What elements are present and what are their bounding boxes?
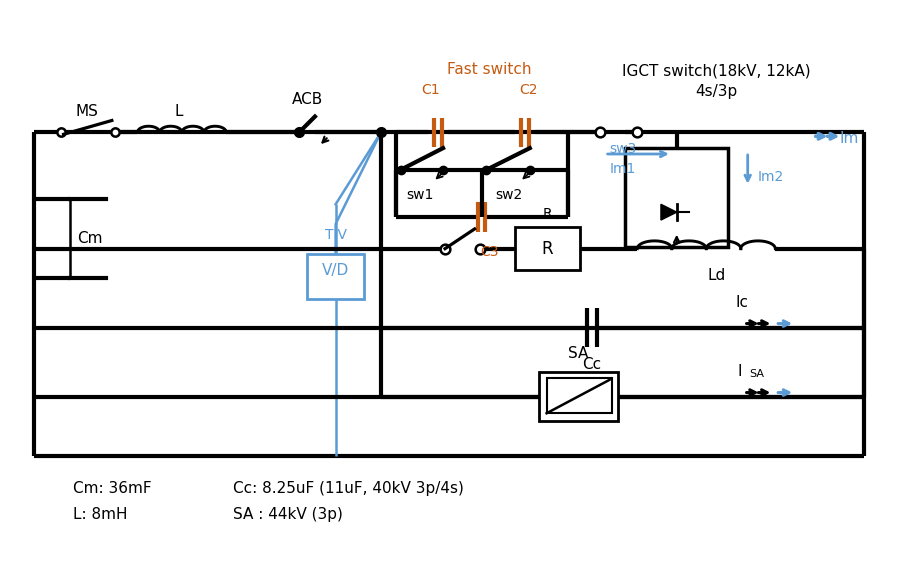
- Text: Ic: Ic: [735, 295, 749, 310]
- Text: Fast switch: Fast switch: [447, 62, 532, 77]
- Bar: [625, 148, 728, 247]
- Text: sw2: sw2: [496, 188, 523, 202]
- Text: V/D: V/D: [322, 263, 349, 278]
- Text: R: R: [542, 207, 552, 221]
- Text: TIV: TIV: [325, 228, 347, 242]
- Text: sw3: sw3: [610, 142, 637, 156]
- Text: SA: SA: [750, 369, 765, 379]
- Text: sw1: sw1: [407, 188, 434, 202]
- Text: C2: C2: [520, 83, 538, 97]
- Text: Cm: Cm: [77, 231, 103, 246]
- Text: 4s/3p: 4s/3p: [695, 84, 737, 99]
- Text: Cc: Cc: [583, 357, 602, 372]
- Text: IGCT switch(18kV, 12kA): IGCT switch(18kV, 12kA): [621, 63, 811, 78]
- Text: Ld: Ld: [707, 268, 726, 284]
- Text: SA: SA: [568, 346, 588, 361]
- Text: ACB: ACB: [292, 91, 322, 107]
- Bar: [547, 378, 612, 413]
- Text: MS: MS: [75, 104, 99, 118]
- Text: Im2: Im2: [758, 170, 784, 184]
- Text: Im1: Im1: [610, 162, 636, 176]
- Text: I: I: [738, 364, 743, 379]
- Text: C3: C3: [480, 245, 498, 258]
- Bar: [307, 254, 365, 299]
- Text: R: R: [541, 240, 553, 258]
- Bar: [515, 227, 580, 270]
- Text: L: L: [174, 104, 183, 118]
- Text: Cc: 8.25uF (11uF, 40kV 3p/4s): Cc: 8.25uF (11uF, 40kV 3p/4s): [233, 481, 464, 496]
- Text: Im: Im: [840, 131, 858, 146]
- Text: L: 8mH: L: 8mH: [74, 507, 128, 522]
- Text: C1: C1: [421, 83, 440, 97]
- Text: SA : 44kV (3p): SA : 44kV (3p): [233, 507, 343, 522]
- Bar: [539, 372, 618, 421]
- Polygon shape: [661, 205, 677, 220]
- Text: Cm: 36mF: Cm: 36mF: [74, 481, 152, 496]
